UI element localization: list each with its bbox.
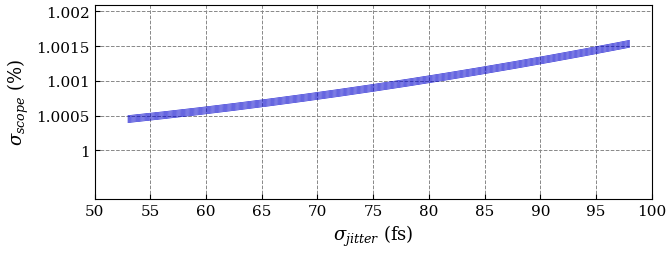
Y-axis label: $\sigma_{scope}$ (%): $\sigma_{scope}$ (%) <box>5 59 31 146</box>
X-axis label: $\sigma_{jitter}$ (fs): $\sigma_{jitter}$ (fs) <box>333 223 413 248</box>
